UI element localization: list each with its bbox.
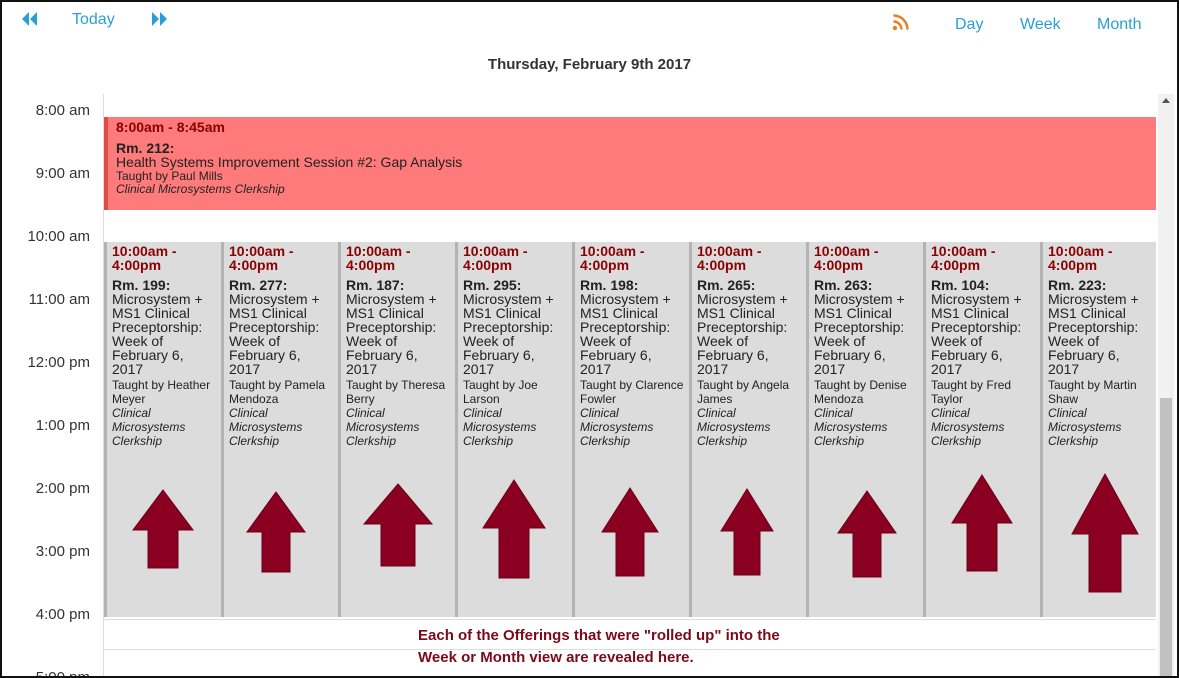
event-room: Rm. 277: <box>229 277 288 293</box>
event-room: Rm. 212: <box>116 140 175 156</box>
event-teacher: Taught by Clarence Fowler <box>580 378 684 406</box>
time-label: 8:00 am <box>35 102 90 119</box>
time-label: 2:00 pm <box>35 480 90 497</box>
hour-gridline <box>103 649 1155 650</box>
event-time: 10:00am - 4:00pm <box>1048 243 1113 273</box>
offering-event[interactable]: 10:00am - 4:00pm Rm. 263: Microsystem + … <box>806 242 923 617</box>
event-course: Clinical Microsystems Clerkship <box>1048 406 1122 448</box>
month-view-button[interactable]: Month <box>1097 16 1142 33</box>
event-title: Microsystem + MS1 Clinical Preceptorship… <box>229 291 320 377</box>
event-room: Rm. 223: <box>1048 277 1107 293</box>
event-room: Rm. 198: <box>580 277 639 293</box>
annotation-text: Each of the Offerings that were "rolled … <box>418 625 780 669</box>
event-title: Microsystem + MS1 Clinical Preceptorship… <box>697 291 788 377</box>
week-view-button[interactable]: Week <box>1020 16 1061 33</box>
event-teacher: Taught by Paul Mills <box>116 169 223 183</box>
event-room: Rm. 265: <box>697 277 756 293</box>
up-arrow-icon <box>132 489 194 569</box>
event-health-systems-session[interactable]: 8:00am - 8:45am Rm. 212: Health Systems … <box>104 117 1156 210</box>
event-room: Rm. 199: <box>112 277 171 293</box>
event-time: 10:00am - 4:00pm <box>346 243 411 273</box>
event-course: Clinical Microsystems Clerkship <box>346 406 420 448</box>
event-room: Rm. 187: <box>346 277 405 293</box>
event-teacher: Taught by Denise Mendoza <box>814 378 907 406</box>
scroll-up-icon[interactable] <box>1162 98 1170 103</box>
date-title: Thursday, February 9th 2017 <box>487 56 692 73</box>
scrollbar-thumb[interactable] <box>1160 398 1172 676</box>
event-teacher: Taught by Angela James <box>697 378 790 406</box>
event-title: Microsystem + MS1 Clinical Preceptorship… <box>346 291 437 377</box>
day-view-button[interactable]: Day <box>955 16 984 33</box>
time-label: 3:00 pm <box>35 543 90 560</box>
event-time: 10:00am - 4:00pm <box>229 243 294 273</box>
up-arrow-icon <box>601 487 659 577</box>
event-time: 10:00am - 4:00pm <box>112 243 177 273</box>
today-button[interactable]: Today <box>72 11 115 28</box>
time-label: 11:00 am <box>28 291 90 308</box>
event-course: Clinical Microsystems Clerkship <box>116 182 285 196</box>
event-title: Microsystem + MS1 Clinical Preceptorship… <box>931 291 1022 377</box>
event-title: Microsystem + MS1 Clinical Preceptorship… <box>463 291 554 377</box>
time-label: 1:00 pm <box>35 417 90 434</box>
event-course: Clinical Microsystems Clerkship <box>229 406 303 448</box>
event-room: Rm. 104: <box>931 277 990 293</box>
time-label: 12:00 pm <box>27 354 90 371</box>
annotation-line: Week or Month view are revealed here. <box>418 649 694 666</box>
time-label: 5:00 pm <box>2 669 90 676</box>
event-title: Microsystem + MS1 Clinical Preceptorship… <box>814 291 905 377</box>
day-grid: 8:00 am 9:00 am 10:00 am 11:00 am 12:00 … <box>2 94 1162 676</box>
event-teacher: Taught by Pamela Mendoza <box>229 378 326 406</box>
event-time: 10:00am - 4:00pm <box>580 243 645 273</box>
time-label: 9:00 am <box>35 165 90 182</box>
event-course: Clinical Microsystems Clerkship <box>931 406 1005 448</box>
event-title: Health Systems Improvement Session #2: G… <box>116 154 463 170</box>
gutter-divider <box>103 94 104 676</box>
event-room: Rm. 263: <box>814 277 873 293</box>
event-time: 10:00am - 4:00pm <box>931 243 996 273</box>
double-chevron-right-icon[interactable] <box>149 10 169 28</box>
annotation-line: Each of the Offerings that were "rolled … <box>418 627 780 644</box>
event-time: 8:00am - 8:45am <box>116 119 225 135</box>
rss-icon[interactable] <box>892 13 910 31</box>
up-arrow-icon <box>246 491 306 573</box>
up-arrow-icon <box>362 483 434 567</box>
time-label: 10:00 am <box>27 228 90 245</box>
event-teacher: Taught by Martin Shaw <box>1048 378 1137 406</box>
up-arrow-icon <box>1071 472 1139 593</box>
event-teacher: Taught by Heather Meyer <box>112 378 211 406</box>
event-title: Microsystem + MS1 Clinical Preceptorship… <box>580 291 671 377</box>
event-teacher: Taught by Fred Taylor <box>931 378 1012 406</box>
event-time: 10:00am - 4:00pm <box>814 243 879 273</box>
event-course: Clinical Microsystems Clerkship <box>112 406 186 448</box>
event-title: Microsystem + MS1 Clinical Preceptorship… <box>1048 291 1139 377</box>
event-course: Clinical Microsystems Clerkship <box>814 406 888 448</box>
event-teacher: Taught by Theresa Berry <box>346 378 446 406</box>
event-time: 10:00am - 4:00pm <box>697 243 762 273</box>
event-course: Clinical Microsystems Clerkship <box>580 406 654 448</box>
hour-gridline <box>103 619 1155 620</box>
up-arrow-icon <box>482 479 546 579</box>
double-chevron-left-icon[interactable] <box>20 10 40 28</box>
event-teacher: Taught by Joe Larson <box>463 378 538 406</box>
up-arrow-icon <box>720 488 774 576</box>
event-title: Microsystem + MS1 Clinical Preceptorship… <box>112 291 203 377</box>
event-room: Rm. 295: <box>463 277 522 293</box>
event-time: 10:00am - 4:00pm <box>463 243 528 273</box>
time-label: 4:00 pm <box>35 606 90 623</box>
up-arrow-icon <box>951 474 1013 572</box>
event-course: Clinical Microsystems Clerkship <box>697 406 771 448</box>
event-course: Clinical Microsystems Clerkship <box>463 406 537 448</box>
up-arrow-icon <box>837 490 897 578</box>
